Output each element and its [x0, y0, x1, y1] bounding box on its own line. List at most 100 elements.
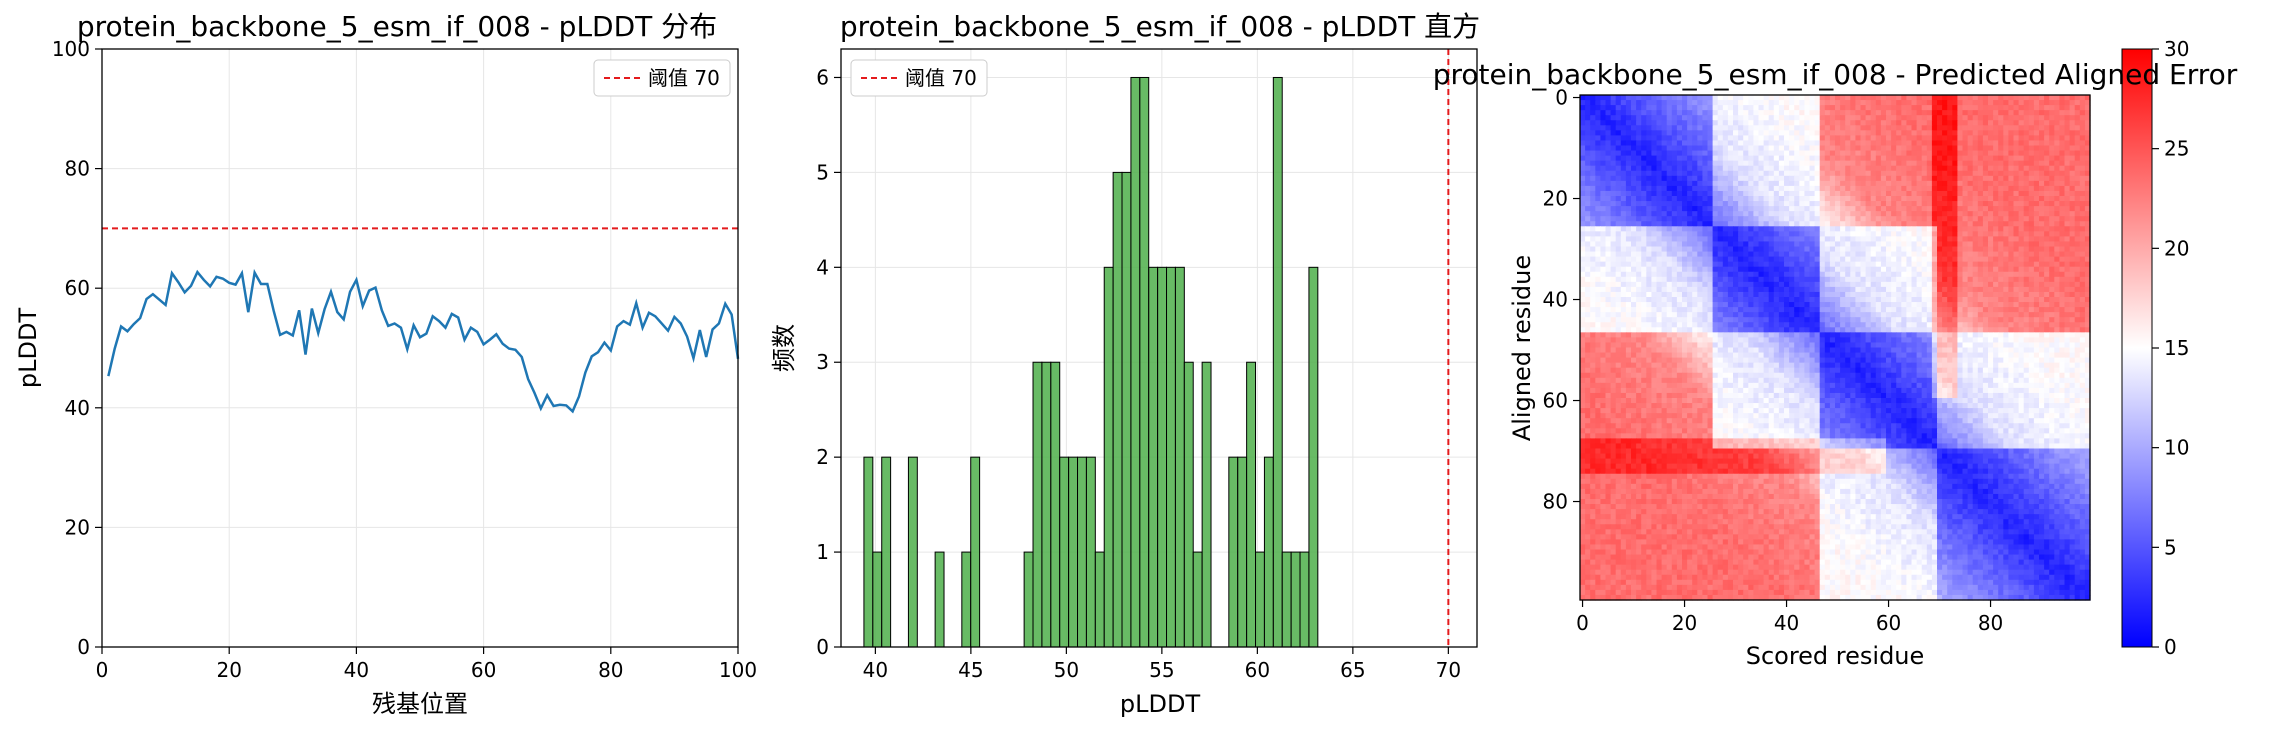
heatmap-cell [1610, 206, 1617, 212]
heatmap-cell [1722, 241, 1729, 248]
heatmap-cell [1835, 160, 1841, 167]
heatmap-cell [1870, 206, 1877, 212]
heatmap-cell [2064, 125, 2071, 131]
heatmap-cell [1585, 322, 1591, 328]
heatmap-cell [1906, 211, 1913, 217]
heatmap-cell [1666, 201, 1673, 207]
heatmap-cell [1763, 266, 1770, 273]
heatmap-cell [1982, 226, 1989, 232]
heatmap-cell [1850, 115, 1856, 121]
heatmap-cell [1880, 211, 1887, 217]
heatmap-cell [1911, 246, 1918, 253]
heatmap-cell [1722, 185, 1729, 192]
heatmap-cell [1610, 236, 1617, 243]
heatmap-cell [2084, 276, 2091, 283]
heatmap-cell [1875, 236, 1882, 243]
heatmap-cell [1743, 160, 1749, 167]
heatmap-cell [1631, 307, 1637, 313]
heatmap-cell [2084, 175, 2091, 182]
heatmap-cell [2018, 246, 2025, 253]
heatmap-cell [1595, 110, 1601, 116]
heatmap-cell [1860, 190, 1867, 197]
heatmap-cell [2069, 281, 2076, 288]
heatmap-cell [1763, 226, 1770, 232]
heatmap-cell [1809, 160, 1816, 167]
heatmap-cell [1722, 312, 1729, 318]
heatmap-cell [1931, 140, 1938, 147]
heatmap-cell [1804, 120, 1811, 126]
heatmap-cell [1682, 266, 1688, 273]
heatmap-cell [1916, 120, 1923, 126]
heatmap-cell [2013, 312, 2020, 318]
heatmap-cell [1840, 256, 1846, 263]
heatmap-cell [1738, 100, 1744, 106]
heatmap-cell [1901, 115, 1907, 121]
heatmap-cell [1763, 221, 1770, 227]
heatmap-cell [2044, 271, 2050, 278]
heatmap-cell [1707, 302, 1714, 308]
heatmap-cell [1676, 246, 1683, 253]
heatmap-cell [1656, 185, 1663, 192]
heatmap-cell [1809, 150, 1816, 157]
heatmap-cell [2039, 216, 2045, 222]
heatmap-cell [2064, 130, 2071, 136]
heatmap-cell [2069, 276, 2076, 283]
heatmap-cell [2054, 145, 2060, 152]
heatmap-cell [2084, 271, 2091, 278]
heatmap-cell [1778, 332, 1785, 338]
heatmap-cell [2003, 322, 2009, 328]
heatmap-cell [1865, 337, 1872, 344]
heatmap-cell [1610, 120, 1617, 126]
heatmap-cell [1646, 120, 1652, 126]
heatmap-cell [1982, 312, 1989, 318]
heatmap-cell [1855, 246, 1862, 253]
heatmap-cell [1998, 291, 2004, 298]
heatmap-cell [1850, 175, 1856, 182]
heatmap-cell [1911, 180, 1918, 187]
heatmap-cell [1580, 115, 1586, 121]
heatmap-cell [1896, 256, 1902, 263]
heatmap-cell [1707, 130, 1714, 136]
heatmap-cell [2064, 160, 2071, 167]
heatmap-cell [1835, 135, 1841, 142]
heatmap-cell [1896, 120, 1902, 126]
heatmap-cell [2033, 120, 2040, 126]
heatmap-cell [1998, 180, 2004, 187]
heatmap-cell [1880, 175, 1887, 182]
heatmap-cell [1829, 302, 1836, 308]
heatmap-cell [1610, 302, 1617, 308]
heatmap-cell [1671, 110, 1678, 116]
heatmap-cell [1870, 155, 1877, 162]
heatmap-cell [1753, 100, 1760, 106]
heatmap-cell [1748, 256, 1754, 263]
heatmap-cell [1733, 261, 1739, 268]
heatmap-cell [1870, 251, 1877, 258]
heatmap-cell [1860, 140, 1867, 147]
heatmap-cell [1646, 150, 1652, 157]
heatmap-cell [1789, 165, 1795, 172]
heatmap-cell [1656, 175, 1663, 182]
heatmap-cell [1687, 190, 1693, 197]
heatmap-cell [2008, 105, 2015, 111]
heatmap-cell [1595, 236, 1601, 243]
heatmap-cell [1870, 145, 1877, 152]
heatmap-cell [1789, 261, 1795, 268]
heatmap-cell [1722, 276, 1729, 283]
heatmap-cell [1865, 206, 1872, 212]
heatmap-cell [1763, 130, 1770, 136]
heatmap-cell [1666, 105, 1673, 111]
heatmap-cell [1748, 312, 1754, 318]
heatmap-cell [1738, 266, 1744, 273]
heatmap-cell [1896, 327, 1902, 333]
heatmap-cell [1778, 140, 1785, 147]
heatmap-cell [1947, 140, 1953, 147]
heatmap-cell [1906, 130, 1913, 136]
heatmap-cell [1804, 271, 1811, 278]
heatmap-cell [1875, 332, 1882, 338]
heatmap-cell [1631, 211, 1637, 217]
heatmap-cell [1926, 246, 1933, 253]
heatmap-cell [1778, 206, 1785, 212]
heatmap-cell [1641, 337, 1647, 344]
heatmap-cell [1829, 211, 1836, 217]
heatmap-cell [1911, 125, 1918, 131]
